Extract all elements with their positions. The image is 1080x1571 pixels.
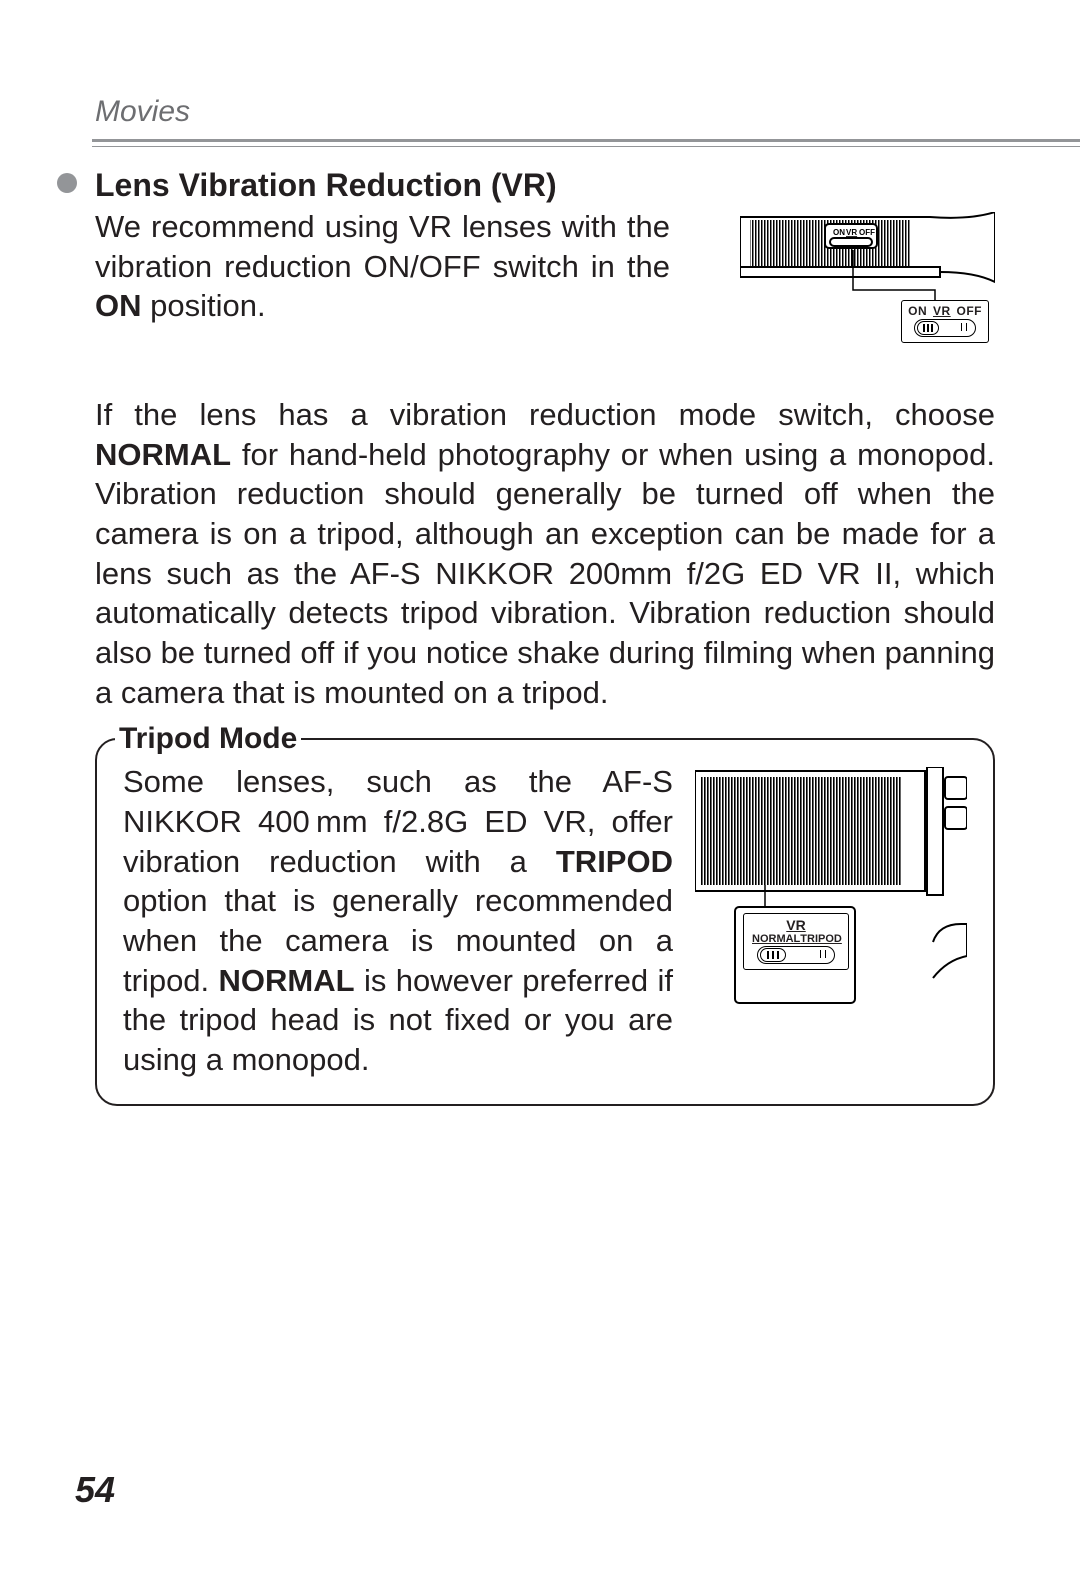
manual-page: Movies Lens Vibration Reduction (VR) bbox=[0, 0, 1080, 1106]
mini-label-off: OFF bbox=[859, 228, 875, 237]
switch2-slider-icon bbox=[757, 946, 835, 964]
vr-mode-paragraph: If the lens has a vibration reduction mo… bbox=[95, 395, 995, 712]
switch2-vr: VR bbox=[750, 917, 842, 933]
switch2-tripod: TRIPOD bbox=[800, 933, 842, 945]
switch1-vr: VR bbox=[933, 304, 951, 318]
intro-text: We recommend using VR lenses with the vi… bbox=[95, 207, 670, 326]
bullet-icon bbox=[57, 173, 77, 193]
c-t4: NORMAL bbox=[219, 963, 355, 998]
running-head: Movies bbox=[95, 95, 995, 129]
intro-line1: We recommend using VR lenses with bbox=[95, 209, 617, 244]
p2a: If the lens has a vibration reduction mo… bbox=[95, 397, 995, 432]
tripod-mode-callout: Tripod Mode bbox=[95, 738, 995, 1105]
intro-line3c: position. bbox=[142, 288, 266, 323]
callout-body: Some lenses, such as the AF-S NIKKOR 400… bbox=[123, 762, 673, 1079]
switch1-on: ON bbox=[908, 304, 927, 318]
vr-switch-callout: ON VR OFF bbox=[901, 300, 989, 343]
mini-label-on: ON bbox=[833, 228, 845, 237]
page-number: 54 bbox=[75, 1469, 115, 1511]
intro-line3a: in the bbox=[591, 249, 670, 284]
vr-section: Lens Vibration Reduction (VR) bbox=[95, 167, 995, 1106]
callout-title: Tripod Mode bbox=[115, 722, 301, 756]
p2b: NORMAL bbox=[95, 437, 231, 472]
switch1-off: OFF bbox=[957, 304, 983, 318]
lens-art2-icon bbox=[695, 767, 967, 1022]
section-title: Lens Vibration Reduction (VR) bbox=[95, 167, 995, 204]
switch-slider-icon bbox=[914, 319, 976, 337]
intro-line3b: ON bbox=[95, 288, 142, 323]
header-rule bbox=[92, 139, 1080, 147]
lens-art-icon: ON VR OFF bbox=[740, 212, 995, 367]
intro-block: ON VR OFF ON VR OFF bbox=[95, 207, 995, 367]
switch2-normal: NORMAL bbox=[752, 933, 800, 945]
lens-tripod-switch-illustration: VR NORMAL TRIPOD bbox=[695, 767, 967, 1022]
tripod-switch-callout: VR NORMAL TRIPOD bbox=[743, 913, 849, 970]
mini-label-vr: VR bbox=[846, 228, 857, 237]
lens-vr-switch-illustration: ON VR OFF ON VR OFF bbox=[740, 212, 995, 367]
p2c: for hand-held photography or when using … bbox=[95, 437, 995, 710]
c-t2: TRIPOD bbox=[556, 844, 673, 879]
